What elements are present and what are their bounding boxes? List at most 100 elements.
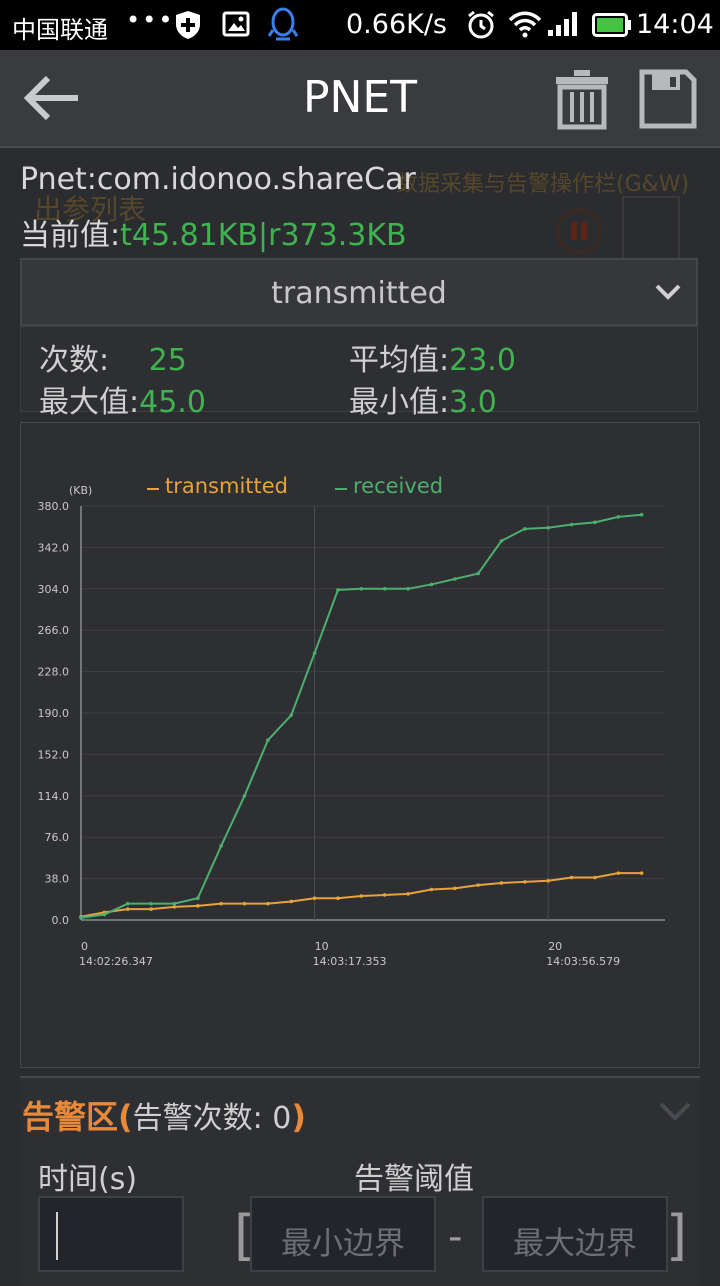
status-clock: 14:04 <box>636 9 714 40</box>
min-threshold-placeholder: 最小边界 <box>281 1226 405 1262</box>
stat-max: 最大值:45.0 <box>39 377 206 421</box>
data-point-transmitted <box>125 907 130 911</box>
data-point-transmitted <box>382 893 387 897</box>
data-point-transmitted <box>242 901 247 906</box>
data-point-transmitted <box>569 875 574 880</box>
data-point-received <box>172 901 177 906</box>
line-chart: 0.0 38.0 76.0 114.0 152.0 190.0 228.0 266.0 304.… <box>20 422 700 1068</box>
alert-header: 告警区(告警次数: 0) <box>22 1098 306 1136</box>
trash-icon[interactable] <box>554 68 610 130</box>
stats-panel: 次数: 25 平均值:23.0 最大值:45.0 最小值:3.0 <box>20 326 698 420</box>
data-point-received <box>523 527 527 531</box>
stat-average-label: 平均值: <box>349 343 450 378</box>
data-point-transmitted <box>149 907 153 911</box>
data-point-transmitted <box>196 904 200 908</box>
metric-select-value: transmitted <box>271 276 447 311</box>
alarm-clock-icon <box>466 10 496 47</box>
data-point-transmitted <box>593 875 597 880</box>
data-point-received <box>382 587 387 591</box>
max-threshold-input[interactable]: 最大边界 <box>482 1196 668 1272</box>
app-bar: PNET <box>0 50 720 148</box>
wifi-icon <box>508 10 542 45</box>
data-point-transmitted <box>172 905 177 909</box>
package-name: Pnet:com.idonoo.shareCar <box>20 162 416 197</box>
y-tick-label: 38.0 <box>45 873 70 886</box>
data-point-received <box>616 515 621 519</box>
ghost-save-box <box>622 196 680 260</box>
image-icon <box>222 10 250 45</box>
stat-count-label: 次数: <box>39 343 110 378</box>
y-axis-unit-label: (KB) <box>69 484 92 497</box>
threshold-label: 告警阈值 <box>354 1162 474 1197</box>
x-tick-label: 20 <box>548 940 562 953</box>
data-point-received <box>546 525 550 530</box>
data-point-transmitted <box>476 883 480 887</box>
data-point-transmitted <box>639 871 644 875</box>
stat-max-value: 45.0 <box>139 385 206 420</box>
alert-title: 告警区 <box>22 1098 119 1136</box>
signal-strength-icon <box>546 10 582 45</box>
y-tick-label: 342.0 <box>38 541 70 554</box>
x-tick-time-label: 14:03:17.353 <box>313 955 387 968</box>
stat-min: 最小值:3.0 <box>349 377 497 421</box>
y-tick-label: 380.0 <box>38 500 70 513</box>
stat-average-value: 23.0 <box>449 343 516 378</box>
stat-count: 次数: 25 <box>39 335 187 379</box>
ghost-list-label: 出参列表 <box>34 193 147 226</box>
x-tick-time-label: 14:02:26.347 <box>79 955 153 968</box>
x-tick-label: 10 <box>315 940 329 953</box>
save-icon[interactable] <box>638 68 698 130</box>
data-point-received <box>125 901 130 906</box>
bracket-close: ] <box>666 1204 688 1267</box>
y-tick-label: 190.0 <box>38 707 70 720</box>
min-threshold-input[interactable]: 最小边界 <box>250 1196 436 1272</box>
y-tick-label: 228.0 <box>38 666 70 679</box>
data-point-transmitted <box>312 896 317 901</box>
data-point-received <box>336 588 340 592</box>
qq-penguin-icon <box>267 6 299 49</box>
metric-select[interactable]: transmitted <box>20 258 698 326</box>
back-arrow-icon[interactable] <box>22 72 82 124</box>
ghost-pause-icon <box>556 208 602 254</box>
current-value: t45.81KB|r373.3KB <box>120 218 407 253</box>
more-notifications-dots: ••• <box>126 6 175 34</box>
data-point-received <box>312 651 317 655</box>
stat-min-label: 最小值: <box>349 385 450 420</box>
battery-icon <box>592 13 632 44</box>
data-point-transmitted <box>289 899 294 904</box>
stat-max-label: 最大值: <box>39 385 140 420</box>
data-point-transmitted <box>452 886 457 891</box>
data-point-received <box>639 512 644 517</box>
data-point-received <box>219 844 223 848</box>
y-tick-label: 0.0 <box>52 914 70 927</box>
chevron-down-icon[interactable] <box>658 1100 692 1124</box>
data-point-transmitted <box>219 901 223 906</box>
max-threshold-placeholder: 最大边界 <box>513 1226 637 1262</box>
x-tick-time-label: 14:03:56.579 <box>546 955 620 968</box>
y-tick-label: 114.0 <box>38 790 70 803</box>
data-point-received <box>242 794 247 798</box>
data-point-received <box>102 912 107 917</box>
current-value-label: 当前值: <box>20 218 121 253</box>
y-tick-label: 76.0 <box>45 831 70 844</box>
network-speed: 0.66K/s <box>346 9 447 40</box>
legend-label-transmitted: transmitted <box>165 474 288 498</box>
shield-icon <box>174 10 202 47</box>
data-point-received <box>452 577 457 581</box>
data-point-received <box>149 901 153 906</box>
data-point-transmitted <box>546 878 550 883</box>
time-seconds-input[interactable] <box>38 1196 184 1272</box>
stat-count-value: 25 <box>148 343 187 378</box>
data-point-transmitted <box>359 894 364 898</box>
data-point-transmitted <box>406 892 410 896</box>
text-caret <box>56 1212 58 1260</box>
data-point-transmitted <box>266 901 270 906</box>
x-tick-label: 0 <box>81 940 88 953</box>
data-point-received <box>196 896 200 901</box>
chevron-down-icon <box>654 280 682 304</box>
series-line-received <box>80 513 642 919</box>
legend-label-received: received <box>353 474 443 498</box>
data-point-transmitted <box>616 871 621 875</box>
data-point-received <box>593 520 597 525</box>
stat-min-value: 3.0 <box>449 385 497 420</box>
